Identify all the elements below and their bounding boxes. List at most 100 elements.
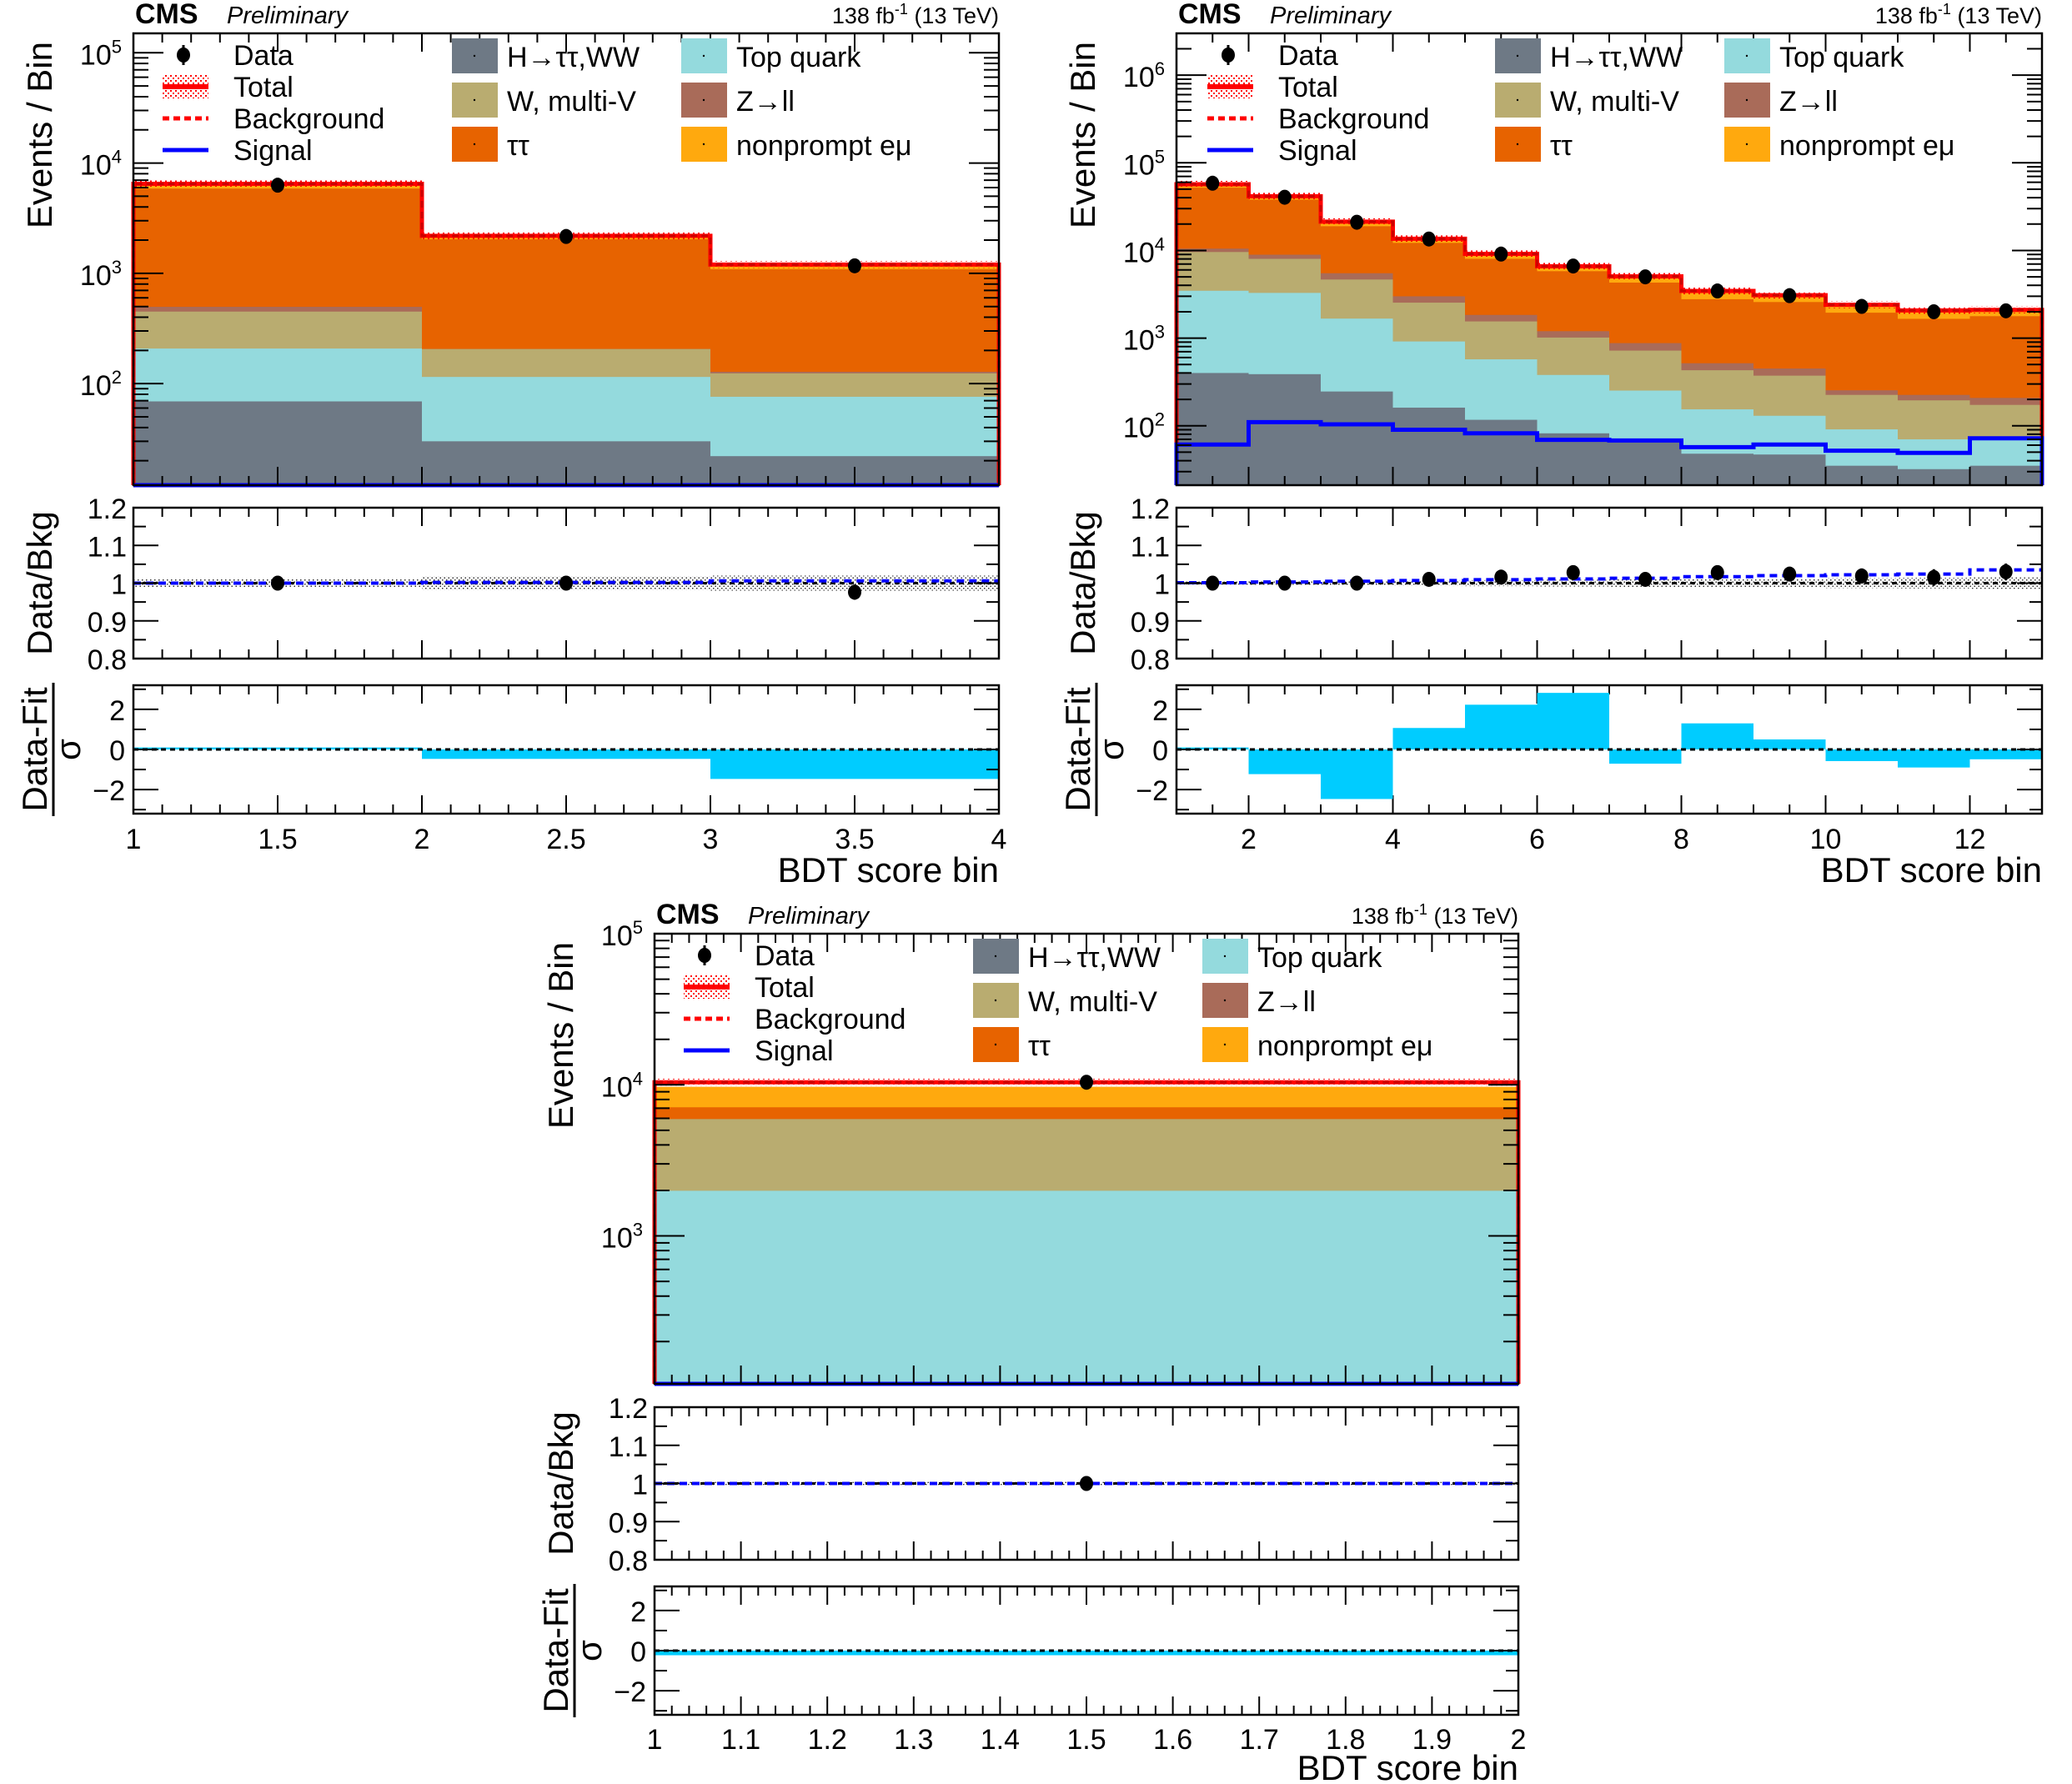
lumi-exponent: -1 xyxy=(895,1,908,18)
ratio-y-tick-label: 0.9 xyxy=(609,1507,648,1539)
signal-line xyxy=(1174,419,2044,485)
legend-label-background: Background xyxy=(755,1004,906,1035)
pull-bar xyxy=(133,747,422,749)
x-tick-label: 2 xyxy=(1511,1724,1527,1756)
ratio-data-point xyxy=(1350,575,1364,591)
pull-y-tick-label: 2 xyxy=(1152,695,1168,727)
pull-y-tick-label: 0 xyxy=(630,1636,646,1668)
x-tick-label: 4 xyxy=(1385,824,1401,855)
legend-swatch-dot xyxy=(1745,143,1748,146)
ratio-signal-plus-background-line xyxy=(133,579,999,585)
x-tick-label: 1.1 xyxy=(721,1724,760,1756)
ratio-y-tick-label: 0.9 xyxy=(88,607,127,639)
legend-label-signal: Signal xyxy=(755,1035,834,1067)
pull-bar xyxy=(1825,749,1898,761)
legend-data-marker xyxy=(1222,48,1235,63)
lumi-label: 138 fb-1 (13 TeV) xyxy=(832,1,999,28)
legend-label-h: H→ττ,WW xyxy=(1550,42,1683,73)
ratio-panel: 0.8 0.9 1 1.1 1.2 Data/Bkg xyxy=(541,1393,1520,1577)
ratio-y-tick-label: 1 xyxy=(111,569,127,601)
ratio-data-point xyxy=(1206,575,1220,591)
cms-label: CMS xyxy=(1178,0,1242,30)
legend-swatch-dot xyxy=(473,143,476,146)
data-point xyxy=(1927,303,1941,319)
pull-bar xyxy=(1681,723,1753,749)
ratio-y-axis-title: Data/Bkg xyxy=(1063,511,1102,655)
legend-label-background: Background xyxy=(233,103,384,135)
stack-histogram xyxy=(1174,175,2044,486)
y-tick-label: 104 xyxy=(80,147,122,182)
x-tick-label: 1 xyxy=(647,1724,663,1756)
legend-label-z: Z→ll xyxy=(1257,986,1316,1018)
data-point xyxy=(1854,298,1869,314)
ratio-signal-plus-background-line xyxy=(1176,568,2042,585)
x-tick-label: 1 xyxy=(126,824,142,855)
data-point xyxy=(848,258,861,273)
ratio-data-point xyxy=(1422,571,1436,587)
x-tick-label: 12 xyxy=(1954,824,1986,855)
legend-data-marker xyxy=(177,48,190,63)
pull-y-axis-title-denominator: σ xyxy=(569,1640,609,1661)
pull-bar xyxy=(655,1651,1518,1656)
legend-swatch-dot xyxy=(994,1043,997,1046)
lumi-exponent: -1 xyxy=(1414,901,1427,918)
legend-swatch-dot xyxy=(994,955,997,958)
y-axis-title: Events / Bin xyxy=(20,42,59,228)
x-tick-label: 1.8 xyxy=(1326,1724,1365,1756)
preliminary-label: Preliminary xyxy=(1270,3,1392,29)
legend-label-signal: Signal xyxy=(1278,135,1357,167)
pull-bar xyxy=(1465,704,1538,749)
legend-label-total: Total xyxy=(1278,72,1338,103)
data-point xyxy=(1080,1075,1093,1090)
x-tick-label: 1.5 xyxy=(1066,1724,1106,1756)
pull-bar xyxy=(1969,749,2042,759)
ratio-data-point xyxy=(271,575,284,591)
data-point xyxy=(1783,288,1797,303)
ratio-y-tick-label: 0.8 xyxy=(88,644,127,676)
ratio-y-tick-label: 1.2 xyxy=(1131,494,1170,525)
stack-histogram xyxy=(652,1075,1521,1386)
legend-swatch-dot xyxy=(702,143,705,146)
chart-panel-2: CMS Preliminary 138 fb-1 (13 TeV)102103104… xyxy=(1058,0,2044,889)
ratio-y-tick-label: 1.2 xyxy=(609,1393,648,1425)
data-point xyxy=(1350,214,1364,230)
pull-bar xyxy=(1321,749,1393,799)
y-tick-label: 106 xyxy=(1123,58,1165,93)
lumi-value: 138 fb xyxy=(1352,904,1414,929)
data-point xyxy=(1277,189,1292,205)
legend-swatch-dot xyxy=(1223,999,1227,1002)
x-tick-label: 1.2 xyxy=(808,1724,847,1756)
legend-swatch-dot xyxy=(1516,54,1519,58)
preliminary-label: Preliminary xyxy=(227,3,349,29)
x-tick-label: 2.5 xyxy=(546,824,585,855)
ratio-uncertainty-band xyxy=(1681,579,1753,588)
legend-label-tt: ττ xyxy=(1550,130,1573,162)
pull-bar xyxy=(1248,749,1321,774)
ratio-data-point xyxy=(1566,564,1580,580)
ratio-y-tick-label: 0.8 xyxy=(609,1546,648,1577)
legend-label-w: W, multi-V xyxy=(1550,86,1679,118)
pull-y-tick-label: −2 xyxy=(93,775,125,807)
cms-label: CMS xyxy=(135,0,198,30)
x-axis-title: BDT score bin xyxy=(1821,850,2042,889)
ratio-data-point xyxy=(1999,564,2013,579)
legend-label-data: Data xyxy=(755,940,815,972)
pull-bar xyxy=(422,749,710,759)
y-tick-label: 105 xyxy=(601,917,643,952)
legend-swatch-dot xyxy=(702,98,705,102)
y-tick-label: 102 xyxy=(1123,409,1165,444)
legend-swatch-dot xyxy=(1223,955,1227,958)
pull-y-tick-label: 2 xyxy=(630,1596,646,1628)
data-point xyxy=(1206,175,1220,191)
legend-label-top: Top quark xyxy=(736,42,861,73)
legend-label-top: Top quark xyxy=(1257,942,1382,974)
ratio-data-point xyxy=(848,584,861,600)
data-point xyxy=(1710,283,1724,299)
y-tick-label: 103 xyxy=(1123,322,1165,357)
ratio-uncertainty-band xyxy=(1753,579,1826,588)
data-point xyxy=(1494,246,1508,262)
legend-label-total: Total xyxy=(755,972,815,1004)
